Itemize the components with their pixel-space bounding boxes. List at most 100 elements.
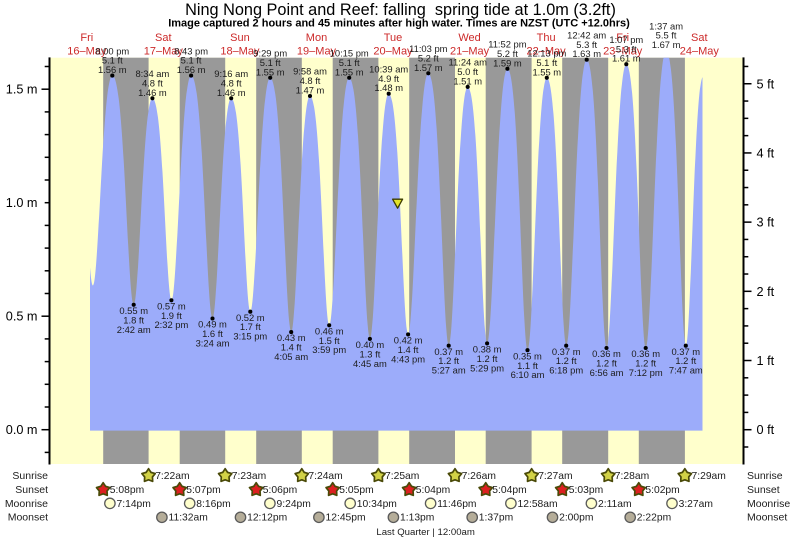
svg-text:1.1 ft: 1.1 ft: [517, 360, 538, 371]
svg-text:Moonset: Moonset: [8, 512, 48, 524]
svg-text:1.4 ft: 1.4 ft: [281, 342, 302, 353]
svg-text:5 ft: 5 ft: [757, 77, 775, 91]
svg-text:16–May: 16–May: [67, 45, 107, 57]
svg-text:12:58am: 12:58am: [518, 499, 558, 510]
svg-text:22–May: 22–May: [527, 45, 567, 57]
svg-text:10:15 pm: 10:15 pm: [330, 48, 369, 59]
svg-text:1.55 m: 1.55 m: [335, 66, 364, 77]
svg-text:20–May: 20–May: [373, 45, 413, 57]
svg-text:11:52 pm: 11:52 pm: [488, 39, 527, 50]
svg-text:1.8 ft: 1.8 ft: [123, 314, 144, 325]
svg-text:Wed: Wed: [458, 32, 480, 44]
svg-text:9:58 am: 9:58 am: [293, 66, 327, 77]
svg-text:6:10 am: 6:10 am: [511, 369, 545, 380]
svg-text:7:47 am: 7:47 am: [669, 365, 703, 376]
svg-text:17–May: 17–May: [144, 45, 184, 57]
svg-text:5:02pm: 5:02pm: [645, 485, 679, 496]
svg-text:12:42 am: 12:42 am: [567, 29, 606, 40]
svg-text:9:16 am: 9:16 am: [214, 68, 248, 79]
svg-text:5.1 ft: 5.1 ft: [339, 57, 360, 68]
svg-text:18–May: 18–May: [220, 45, 260, 57]
svg-text:5:27 am: 5:27 am: [432, 365, 466, 376]
svg-text:Image captured 2 hours and 45: Image captured 2 hours and 45 minutes af…: [168, 17, 630, 29]
svg-text:1.46 m: 1.46 m: [138, 87, 167, 98]
svg-text:11:24 am: 11:24 am: [448, 57, 487, 68]
svg-text:Sunrise: Sunrise: [747, 470, 783, 482]
svg-text:12:13 pm: 12:13 pm: [527, 48, 566, 59]
svg-text:0.40 m: 0.40 m: [356, 339, 385, 350]
svg-text:Fri: Fri: [80, 32, 93, 44]
svg-text:8:00 pm: 8:00 pm: [95, 45, 129, 56]
svg-text:0.37 m: 0.37 m: [671, 346, 700, 357]
svg-text:1.0 m: 1.0 m: [6, 196, 38, 210]
svg-text:10:39 am: 10:39 am: [369, 63, 408, 74]
svg-text:7:27am: 7:27am: [538, 471, 572, 482]
svg-text:Sunset: Sunset: [747, 484, 780, 496]
svg-text:2:32 pm: 2:32 pm: [154, 319, 188, 330]
svg-text:1.5 m: 1.5 m: [6, 83, 38, 97]
svg-text:0.37 m: 0.37 m: [434, 346, 463, 357]
svg-text:1.47 m: 1.47 m: [296, 85, 325, 96]
svg-text:1.55 m: 1.55 m: [256, 66, 285, 77]
svg-text:4:45 am: 4:45 am: [353, 358, 387, 369]
svg-text:4.9 ft: 4.9 ft: [378, 73, 399, 84]
svg-text:0.42 m: 0.42 m: [394, 335, 423, 346]
svg-text:9:29 pm: 9:29 pm: [253, 48, 287, 59]
svg-text:1:07 pm: 1:07 pm: [609, 34, 643, 45]
svg-text:Sunset: Sunset: [15, 484, 48, 496]
svg-text:1.9 ft: 1.9 ft: [161, 310, 182, 321]
svg-text:1.7 ft: 1.7 ft: [240, 321, 261, 332]
svg-text:4 ft: 4 ft: [757, 146, 775, 160]
svg-text:5:04pm: 5:04pm: [416, 485, 450, 496]
svg-text:Last Quarter | 12:00am: Last Quarter | 12:00am: [376, 527, 474, 538]
svg-text:1.67 m: 1.67 m: [652, 39, 681, 50]
svg-text:7:14pm: 7:14pm: [117, 499, 151, 510]
svg-text:5:07pm: 5:07pm: [186, 485, 220, 496]
svg-text:4:05 am: 4:05 am: [274, 351, 308, 362]
svg-text:5:06pm: 5:06pm: [263, 485, 297, 496]
svg-text:0.57 m: 0.57 m: [157, 300, 186, 311]
svg-text:0.49 m: 0.49 m: [198, 319, 227, 330]
svg-text:2:42 am: 2:42 am: [117, 324, 151, 335]
svg-text:0.37 m: 0.37 m: [552, 346, 581, 357]
svg-text:Sat: Sat: [155, 32, 172, 44]
svg-text:1.59 m: 1.59 m: [493, 57, 522, 68]
svg-text:7:24am: 7:24am: [308, 471, 342, 482]
svg-text:0.35 m: 0.35 m: [513, 350, 542, 361]
svg-text:1.46 m: 1.46 m: [217, 87, 246, 98]
svg-text:1.63 m: 1.63 m: [572, 48, 601, 59]
svg-text:1.2 ft: 1.2 ft: [477, 353, 498, 364]
svg-text:7:26am: 7:26am: [462, 471, 496, 482]
svg-text:7:29am: 7:29am: [692, 471, 726, 482]
svg-text:8:34 am: 8:34 am: [135, 68, 169, 79]
svg-text:0.46 m: 0.46 m: [315, 325, 344, 336]
svg-text:Mon: Mon: [306, 32, 327, 44]
svg-text:23–May: 23–May: [603, 45, 643, 57]
svg-text:Sunrise: Sunrise: [12, 470, 48, 482]
svg-text:12:12pm: 12:12pm: [247, 513, 287, 524]
svg-text:7:28am: 7:28am: [615, 471, 649, 482]
svg-text:5.3 ft: 5.3 ft: [616, 43, 637, 54]
svg-text:3:15 pm: 3:15 pm: [233, 331, 267, 342]
svg-text:Tue: Tue: [384, 32, 403, 44]
svg-text:24–May: 24–May: [680, 45, 720, 57]
svg-text:11:32am: 11:32am: [169, 513, 208, 524]
svg-text:Ning Nong Point and Reef: fall: Ning Nong Point and Reef: falling spring…: [185, 1, 616, 19]
svg-text:5:04pm: 5:04pm: [492, 485, 526, 496]
svg-text:5.1 ft: 5.1 ft: [181, 55, 202, 66]
svg-text:8:43 pm: 8:43 pm: [174, 45, 208, 56]
svg-text:7:23am: 7:23am: [232, 471, 266, 482]
svg-text:5.2 ft: 5.2 ft: [418, 52, 439, 63]
svg-text:1.2 ft: 1.2 ft: [675, 355, 696, 366]
svg-text:Moonrise: Moonrise: [5, 498, 48, 510]
svg-text:8:16pm: 8:16pm: [196, 499, 230, 510]
svg-text:1:37 am: 1:37 am: [649, 20, 683, 31]
svg-text:5.2 ft: 5.2 ft: [497, 48, 518, 59]
svg-text:5.1 ft: 5.1 ft: [102, 55, 123, 66]
svg-text:5.1 ft: 5.1 ft: [260, 57, 281, 68]
svg-text:21–May: 21–May: [450, 45, 490, 57]
svg-text:Sun: Sun: [230, 32, 250, 44]
svg-text:6:56 am: 6:56 am: [590, 367, 624, 378]
svg-text:7:25am: 7:25am: [385, 471, 419, 482]
svg-text:4.8 ft: 4.8 ft: [221, 77, 242, 88]
